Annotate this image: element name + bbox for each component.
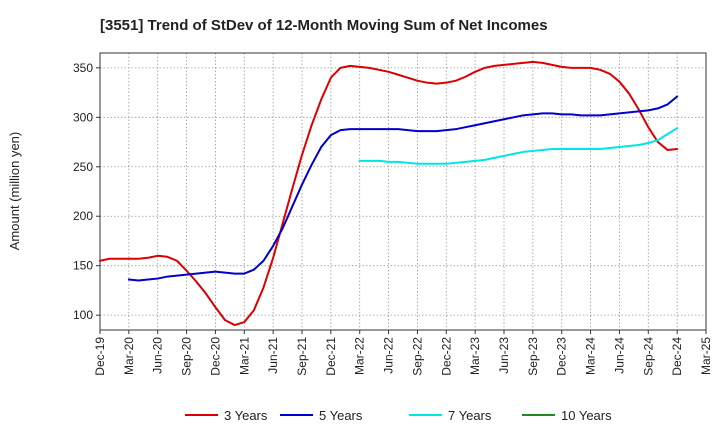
x-tick-label: Dec-20	[208, 337, 222, 376]
x-tick-label: Mar-24	[584, 337, 598, 375]
x-tick-label: Jun-21	[266, 337, 280, 374]
x-tick-label: Dec-22	[439, 337, 453, 376]
x-tick-label: Mar-23	[468, 337, 482, 375]
x-tick-label: Jun-22	[382, 337, 396, 374]
y-tick-label: 200	[73, 209, 93, 223]
chart-title: [3551] Trend of StDev of 12-Month Moving…	[100, 17, 548, 34]
x-tick-label: Jun-23	[497, 337, 511, 374]
x-tick-label: Sep-23	[526, 337, 540, 376]
grid-lines	[99, 53, 707, 330]
x-tick-label: Dec-21	[324, 337, 338, 376]
legend-item: 5 Years	[280, 408, 363, 423]
series-lines	[99, 60, 679, 327]
x-tick-label: Mar-21	[237, 337, 251, 375]
series-line-5-years	[127, 95, 679, 282]
x-axis-ticks: Dec-19 Mar-20 Jun-20 Sep-20 Dec-20 Mar-21 Jun-…	[93, 330, 713, 376]
series-line-7-years	[358, 127, 679, 165]
legend: 3 Years 5 Years 7 Years 10 Years	[185, 408, 612, 423]
x-tick-label: Dec-23	[555, 337, 569, 376]
legend-label: 7 Years	[448, 408, 492, 423]
series-line-3-years	[99, 60, 679, 327]
x-tick-label: Sep-24	[641, 337, 655, 376]
legend-label: 5 Years	[319, 408, 363, 423]
legend-item: 10 Years	[522, 408, 612, 423]
x-tick-label: Dec-19	[93, 337, 107, 376]
x-tick-label: Dec-24	[670, 337, 684, 376]
y-tick-label: 100	[73, 308, 93, 322]
legend-label: 3 Years	[224, 408, 268, 423]
plot-area	[99, 52, 707, 331]
x-tick-label: Sep-20	[180, 337, 194, 376]
x-tick-label: Sep-21	[295, 337, 309, 376]
x-tick-label: Mar-25	[699, 337, 713, 375]
y-tick-label: 300	[73, 110, 93, 124]
x-tick-label: Jun-20	[151, 337, 165, 374]
y-tick-label: 350	[73, 61, 93, 75]
x-tick-label: Mar-20	[122, 337, 136, 375]
x-tick-label: Mar-22	[353, 337, 367, 375]
y-tick-label: 150	[73, 259, 93, 273]
y-tick-label: 250	[73, 160, 93, 174]
legend-item: 3 Years	[185, 408, 268, 423]
x-tick-label: Sep-22	[410, 337, 424, 376]
y-axis-ticks: 100 150 200 250 300 350	[73, 61, 100, 322]
legend-label: 10 Years	[561, 408, 612, 423]
x-tick-label: Jun-24	[612, 337, 626, 374]
legend-item: 7 Years	[409, 408, 492, 423]
y-axis-label: Amount (million yen)	[7, 132, 22, 251]
